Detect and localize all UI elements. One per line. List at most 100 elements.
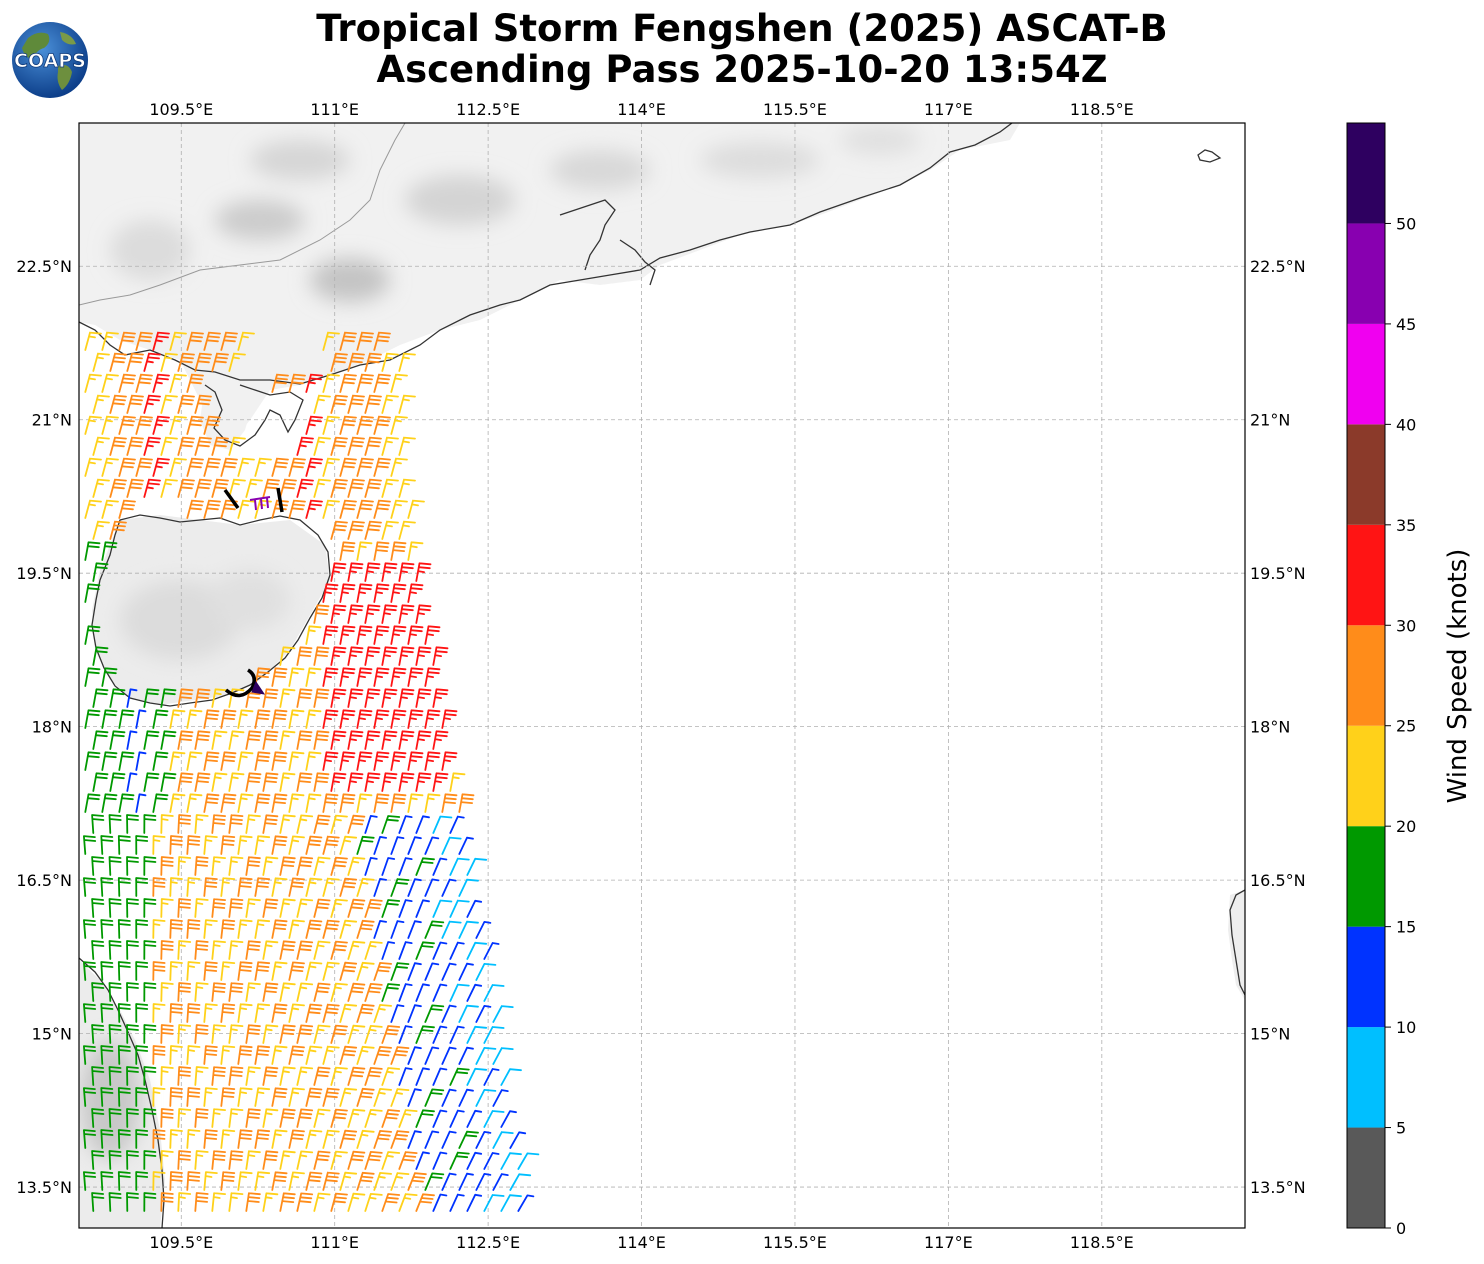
- wind-barb: [152, 1045, 166, 1065]
- wind-barb: [432, 983, 448, 1002]
- wind-barb: [381, 1025, 401, 1044]
- wind-barb: [398, 646, 415, 666]
- wind-barb: [254, 793, 271, 813]
- wind-barb: [177, 1192, 192, 1212]
- wind-barb: [228, 1108, 244, 1128]
- wind-barb: [135, 709, 147, 729]
- wind-barb: [117, 1129, 131, 1149]
- wind-barb: [390, 962, 410, 981]
- colorbar-label: Wind Speed (knots): [1443, 549, 1473, 804]
- wind-barb: [117, 961, 131, 981]
- wind-barb: [398, 604, 415, 624]
- wind-barb: [407, 962, 422, 981]
- wind-barb: [339, 793, 356, 813]
- colorbar-bin-7: [1347, 424, 1385, 525]
- lon-tick-bottom-5: 117°E: [924, 1233, 973, 1252]
- wind-barb: [262, 730, 279, 750]
- wind-barb: [254, 919, 271, 939]
- wind-barb: [339, 877, 358, 897]
- wind-barb: [186, 499, 204, 519]
- wind-barb: [322, 919, 340, 939]
- wind-barb: [211, 478, 229, 498]
- wind-barb: [390, 709, 407, 729]
- wind-barb: [245, 856, 261, 876]
- wind-barb: [237, 961, 253, 981]
- wind-barb: [288, 499, 306, 519]
- wind-barb: [381, 1109, 401, 1128]
- wind-barb: [143, 1108, 157, 1128]
- wind-barb: [271, 793, 288, 813]
- wind-barb: [186, 457, 204, 477]
- wind-barb: [347, 982, 366, 1002]
- wind-barb: [271, 1003, 288, 1023]
- wind-barb: [177, 478, 195, 498]
- wind-barb: [228, 814, 244, 834]
- wind-barb: [390, 751, 407, 771]
- wind-barb: [186, 961, 201, 981]
- wind-barb: [108, 982, 122, 1002]
- wind-barb: [152, 1087, 166, 1107]
- wind-barb: [228, 1024, 244, 1044]
- wind-barb: [220, 1129, 236, 1149]
- wind-barb: [177, 814, 192, 834]
- wind-barb: [194, 982, 209, 1002]
- wind-barb: [126, 1150, 139, 1170]
- wind-barb: [339, 919, 358, 939]
- colorbar-tick-7: 35: [1396, 516, 1416, 535]
- wind-barb: [245, 1066, 261, 1086]
- wind-barb: [424, 709, 441, 729]
- wind-barb: [398, 899, 413, 918]
- wind-barb: [373, 920, 387, 939]
- wind-barb: [279, 814, 296, 834]
- wind-barb: [84, 373, 102, 393]
- wind-barb: [160, 940, 174, 960]
- wind-barb: [381, 478, 399, 498]
- wind-barb: [203, 709, 220, 729]
- wind-barb: [101, 709, 118, 729]
- colorbar-bin-8: [1347, 323, 1385, 425]
- wind-barb: [364, 1151, 383, 1170]
- colorbar-tick-6: 30: [1396, 616, 1416, 635]
- wind-barb: [398, 1109, 418, 1128]
- wind-barb: [407, 583, 424, 603]
- wind-barb: [254, 709, 271, 729]
- wind-barb: [254, 751, 271, 771]
- map-area[interactable]: [79, 123, 1245, 1228]
- wind-barb: [91, 1108, 105, 1128]
- wind-barb: [322, 1045, 340, 1065]
- wind-barb: [220, 1171, 236, 1191]
- wind-barb: [390, 415, 408, 435]
- wind-barb: [262, 688, 279, 708]
- wind-barb: [254, 835, 271, 855]
- wind-barb: [100, 919, 114, 939]
- wind-barb: [322, 751, 339, 771]
- wind-barb: [271, 373, 289, 393]
- wind-barb: [186, 835, 201, 855]
- wind-barb: [91, 1192, 105, 1212]
- wind-barb: [245, 982, 261, 1002]
- wind-barb: [347, 814, 366, 834]
- wind-barb: [509, 1131, 527, 1149]
- wind-barb: [381, 1067, 401, 1086]
- wind-barb: [92, 478, 110, 498]
- wind-barb: [83, 961, 97, 981]
- wind-barb: [356, 1045, 375, 1065]
- wind-barb: [441, 1130, 457, 1149]
- wind-barb: [279, 688, 296, 708]
- wind-barb: [211, 856, 226, 876]
- wind-barb: [84, 331, 102, 351]
- wind-barb: [108, 940, 122, 960]
- lat-tick-left-6: 13.5°N: [16, 1178, 72, 1197]
- wind-barb: [186, 1171, 201, 1191]
- wind-barb: [373, 373, 391, 393]
- wind-barb: [271, 1129, 288, 1149]
- wind-barb: [347, 772, 364, 792]
- wind-barb: [313, 1150, 331, 1170]
- wind-barb: [458, 920, 479, 939]
- wind-barb: [296, 898, 314, 918]
- wind-barb: [339, 583, 356, 603]
- wind-barb: [364, 899, 383, 918]
- axis-ticks: 109.5°E 109.5°E 111°E 111°E 112.5°E 112.5°E 11…: [16, 100, 1305, 1252]
- wind-barb: [271, 961, 288, 981]
- colorbar-tick-1: 5: [1396, 1119, 1406, 1138]
